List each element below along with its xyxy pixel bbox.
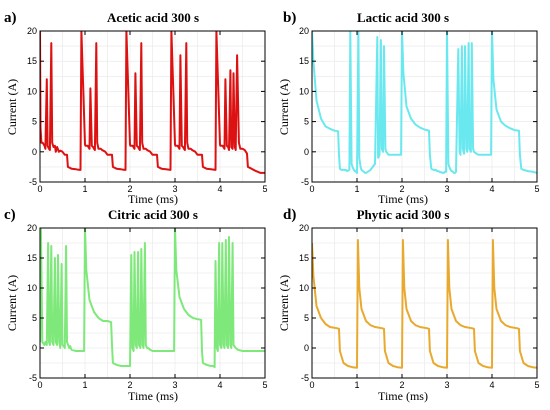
x-tick-label: 2 xyxy=(127,184,132,194)
chart-title: Citric acid 300 s xyxy=(108,207,198,222)
x-tick-label: 5 xyxy=(262,380,267,390)
x-axis-label: Time (ms) xyxy=(128,389,178,403)
chart-title: Acetic acid 300 s xyxy=(107,10,199,25)
series-line xyxy=(40,31,265,174)
x-tick-label: 0 xyxy=(37,184,42,194)
y-tick-label: 15 xyxy=(299,253,309,263)
y-axis-label: Current (A) xyxy=(5,275,19,331)
x-tick-label: 0 xyxy=(309,380,314,390)
x-tick-label: 0 xyxy=(37,380,42,390)
panel-label: a) xyxy=(4,10,17,26)
y-tick-label: 15 xyxy=(27,56,37,66)
y-tick-label: 5 xyxy=(32,117,37,127)
panel-label: c) xyxy=(4,207,16,223)
x-axis-label: Time (ms) xyxy=(378,192,428,206)
plot-frame xyxy=(39,227,266,379)
y-tick-label: 20 xyxy=(299,26,309,36)
x-tick-label: 4 xyxy=(217,184,222,194)
y-tick-label: 20 xyxy=(27,223,37,233)
panel-label: b) xyxy=(283,10,296,26)
x-tick-label: 4 xyxy=(489,380,494,390)
x-axis-label: Time (ms) xyxy=(128,192,178,206)
series-line xyxy=(40,228,265,369)
x-tick-label: 5 xyxy=(534,184,539,194)
x-axis-label: Time (ms) xyxy=(378,389,428,403)
y-tick-label: 0 xyxy=(304,343,309,353)
y-tick-label: 15 xyxy=(299,56,309,66)
x-tick-label: 3 xyxy=(172,184,177,194)
x-tick-label: 4 xyxy=(217,380,222,390)
x-tick-label: 2 xyxy=(127,380,132,390)
y-tick-label: 10 xyxy=(299,283,309,293)
plot-frame xyxy=(311,227,538,379)
y-tick-label: 0 xyxy=(304,147,309,157)
y-axis-label: Current (A) xyxy=(5,79,19,135)
chart-title: Lactic acid 300 s xyxy=(357,10,449,25)
y-tick-label: 5 xyxy=(32,313,37,323)
y-tick-label: 10 xyxy=(27,86,37,96)
y-tick-label: 5 xyxy=(304,117,309,127)
x-tick-label: 3 xyxy=(444,184,449,194)
plot-frame xyxy=(39,30,266,183)
y-tick-label: 20 xyxy=(299,223,309,233)
x-tick-label: 1 xyxy=(354,184,359,194)
y-tick-label: 10 xyxy=(27,283,37,293)
x-tick-label: 1 xyxy=(82,380,87,390)
y-tick-label: -5 xyxy=(301,177,309,187)
panel-c: c) Citric acid 300 s Time (ms) Current (… xyxy=(4,207,268,403)
panel-d: d) Phytic acid 300 s Time (ms) Current (… xyxy=(277,207,540,403)
panel-a: a) Acetic acid 300 s Time (ms) Current (… xyxy=(4,10,268,206)
y-axis-label: Current (A) xyxy=(277,275,291,331)
series-line xyxy=(312,31,537,174)
y-tick-label: 20 xyxy=(27,26,37,36)
x-tick-label: 1 xyxy=(82,184,87,194)
x-tick-label: 5 xyxy=(534,380,539,390)
y-tick-label: 10 xyxy=(299,86,309,96)
x-tick-label: 5 xyxy=(262,184,267,194)
y-tick-label: -5 xyxy=(29,177,37,187)
y-tick-label: 0 xyxy=(32,147,37,157)
y-tick-label: -5 xyxy=(301,373,309,383)
x-tick-label: 2 xyxy=(399,380,404,390)
y-axis-label: Current (A) xyxy=(277,79,291,135)
chart-title: Phytic acid 300 s xyxy=(357,207,450,222)
panel-b: b) Lactic acid 300 s Time (ms) Current (… xyxy=(277,10,540,206)
x-tick-label: 0 xyxy=(309,184,314,194)
plot-frame xyxy=(311,30,538,183)
y-tick-label: -5 xyxy=(29,373,37,383)
x-tick-label: 3 xyxy=(172,380,177,390)
x-tick-label: 2 xyxy=(399,184,404,194)
y-tick-label: 15 xyxy=(27,253,37,263)
y-tick-label: 5 xyxy=(304,313,309,323)
panel-label: d) xyxy=(283,207,296,223)
x-tick-label: 1 xyxy=(354,380,359,390)
x-tick-label: 3 xyxy=(444,380,449,390)
y-tick-label: 0 xyxy=(32,343,37,353)
x-tick-label: 4 xyxy=(489,184,494,194)
series-line xyxy=(312,239,537,369)
